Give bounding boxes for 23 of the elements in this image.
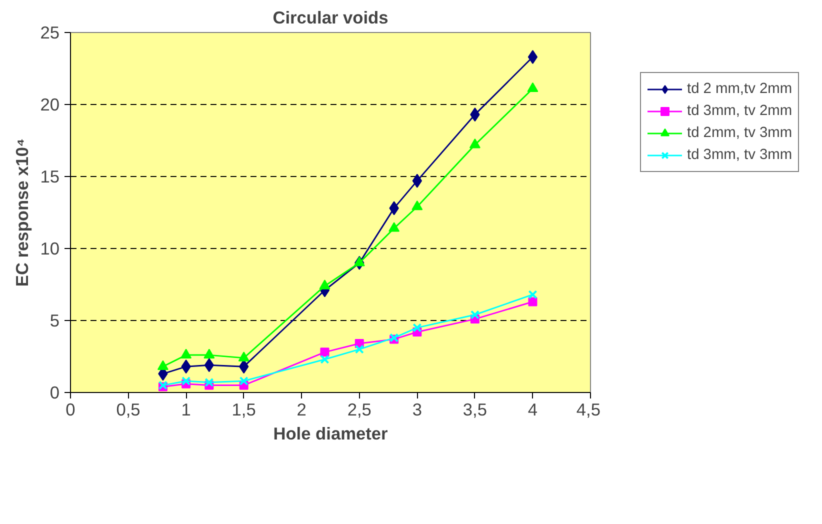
- x-tick-label: 0: [66, 400, 76, 420]
- x-tick-label: 1,5: [232, 400, 256, 420]
- y-tick-label: 10: [40, 238, 60, 258]
- chart-title: Circular voids: [272, 8, 388, 28]
- x-tick-label: 0,5: [116, 400, 140, 420]
- x-tick-label: 3,5: [462, 400, 487, 420]
- legend-label: td 2mm, tv 3mm: [687, 125, 792, 141]
- y-tick-label: 0: [50, 382, 60, 402]
- y-tick-label: 25: [40, 22, 60, 42]
- legend-label: td 3mm, tv 2mm: [687, 103, 792, 119]
- x-tick-label: 4,5: [576, 400, 601, 420]
- x-tick-label: 2,5: [347, 400, 372, 420]
- x-tick-label: 2: [296, 400, 306, 420]
- legend-label: td 3mm, tv 3mm: [687, 147, 792, 163]
- x-axis-title: Hole diameter: [273, 424, 388, 444]
- y-tick-label: 20: [40, 94, 60, 114]
- legend-label: td 2 mm,tv 2mm: [687, 81, 792, 97]
- y-tick-label: 5: [50, 310, 60, 330]
- x-tick-label: 3: [412, 400, 422, 420]
- y-tick-label: 15: [40, 166, 60, 186]
- x-tick-label: 1: [181, 400, 191, 420]
- y-axis-title: EC response x10⁴: [12, 138, 32, 287]
- x-tick-label: 4: [528, 400, 538, 420]
